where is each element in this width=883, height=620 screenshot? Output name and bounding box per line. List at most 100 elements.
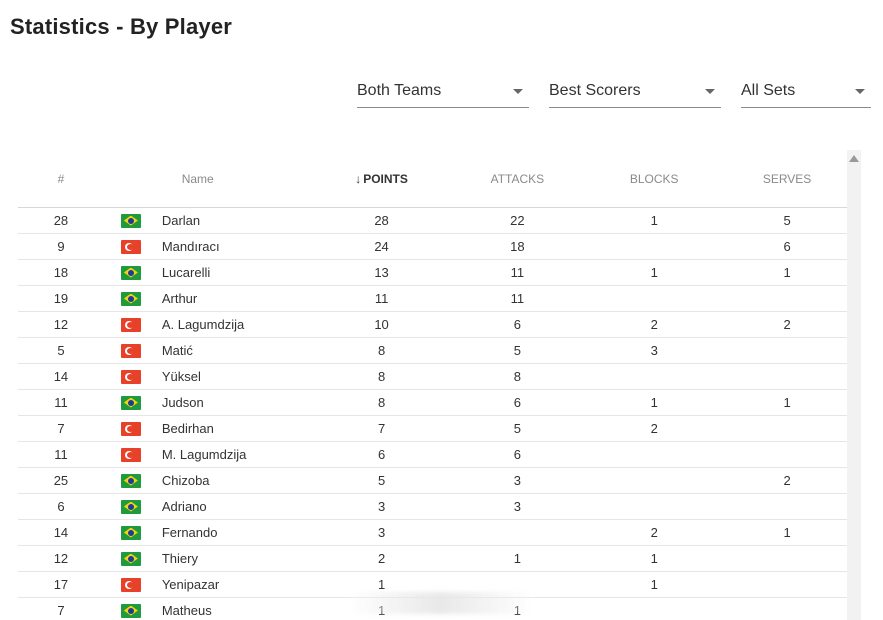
- flag-cell: [104, 317, 158, 332]
- player-attacks: 6: [513, 317, 522, 332]
- player-points: 28: [374, 213, 389, 228]
- turkey-flag-icon: [120, 343, 141, 358]
- brazil-flag-icon: [120, 291, 141, 306]
- player-attacks: 22: [510, 213, 525, 228]
- header-points-label: POINTS: [363, 171, 408, 186]
- player-name[interactable]: Chizoba: [161, 473, 210, 488]
- player-name[interactable]: Bedirhan: [161, 421, 214, 436]
- player-number: 17: [53, 577, 69, 592]
- team-filter-dropdown[interactable]: Both Teams: [357, 78, 529, 108]
- stat-type-filter-label: Best Scorers: [549, 82, 641, 99]
- player-name[interactable]: Judson: [161, 395, 204, 410]
- turkey-flag-icon: [120, 447, 141, 462]
- player-attacks: 1: [513, 551, 522, 566]
- header-name[interactable]: Name: [181, 171, 214, 186]
- player-blocks: 2: [650, 421, 658, 436]
- turkey-flag-icon: [120, 369, 141, 384]
- player-name[interactable]: Yenipazar: [161, 577, 220, 592]
- player-attacks: 11: [510, 291, 525, 306]
- player-name[interactable]: A. Lagumdzija: [161, 317, 245, 332]
- table-row[interactable]: 12 A. Lagumdzija 10 6 2 2: [18, 312, 847, 338]
- player-points: 5: [377, 473, 386, 488]
- player-blocks: 2: [650, 317, 658, 332]
- scroll-up-arrow-icon[interactable]: [849, 155, 859, 162]
- player-attacks: 6: [513, 395, 522, 410]
- flag-cell: [104, 395, 158, 410]
- table-row[interactable]: 12 Thiery 2 1 1: [18, 546, 847, 572]
- brazil-flag-icon: [120, 525, 141, 540]
- flag-cell: [104, 577, 158, 592]
- player-attacks: 5: [513, 343, 522, 358]
- player-number: 12: [53, 317, 69, 332]
- chevron-down-icon: [705, 89, 715, 94]
- table-row[interactable]: 6 Adriano 3 3: [18, 494, 847, 520]
- turkey-flag-icon: [120, 421, 141, 436]
- player-name[interactable]: M. Lagumdzija: [161, 447, 247, 462]
- player-number: 19: [53, 291, 69, 306]
- player-points: 3: [377, 525, 386, 540]
- player-attacks: 3: [513, 473, 522, 488]
- player-points: 13: [374, 265, 389, 280]
- player-blocks: 1: [650, 551, 658, 566]
- player-name[interactable]: Darlan: [161, 213, 201, 228]
- player-number: 7: [57, 603, 65, 618]
- player-blocks: 3: [650, 343, 658, 358]
- brazil-flag-icon: [120, 473, 141, 488]
- player-name[interactable]: Arthur: [161, 291, 198, 306]
- flag-cell: [104, 239, 158, 254]
- set-filter-dropdown[interactable]: All Sets: [741, 78, 871, 108]
- stat-type-filter-dropdown[interactable]: Best Scorers: [549, 78, 721, 108]
- player-name[interactable]: Matić: [161, 343, 193, 358]
- brazil-flag-icon: [120, 213, 141, 228]
- table-row[interactable]: 14 Fernando 3 2 1: [18, 520, 847, 546]
- player-name[interactable]: Thiery: [161, 551, 198, 566]
- player-number: 12: [53, 551, 69, 566]
- player-name[interactable]: Fernando: [161, 525, 218, 540]
- turkey-flag-icon: [120, 317, 141, 332]
- player-points: 1: [377, 577, 386, 592]
- player-attacks: 5: [513, 421, 522, 436]
- header-number[interactable]: #: [57, 171, 65, 186]
- turkey-flag-icon: [120, 577, 141, 592]
- table-row[interactable]: 11 Judson 8 6 1 1: [18, 390, 847, 416]
- header-attacks[interactable]: ATTACKS: [490, 171, 545, 186]
- player-blocks: 1: [650, 395, 658, 410]
- scroll-loading-overlay: [348, 592, 533, 614]
- table-row[interactable]: 28 Darlan 28 22 1 5: [18, 208, 847, 234]
- header-blocks[interactable]: BLOCKS: [629, 171, 679, 186]
- table-row[interactable]: 5 Matić 8 5 3: [18, 338, 847, 364]
- player-name[interactable]: Yüksel: [161, 369, 201, 384]
- team-filter-label: Both Teams: [357, 82, 442, 99]
- player-points: 7: [377, 421, 386, 436]
- header-serves[interactable]: SERVES: [762, 171, 812, 186]
- table-row[interactable]: 14 Yüksel 8 8: [18, 364, 847, 390]
- player-number: 11: [54, 447, 68, 462]
- filter-bar: Both Teams Best Scorers All Sets: [357, 78, 871, 108]
- flag-cell: [104, 343, 158, 358]
- header-points[interactable]: ↓ POINTS: [310, 172, 454, 186]
- table-row[interactable]: 25 Chizoba 5 3 2: [18, 468, 847, 494]
- table-body: 28 Darlan 28 22 1 5 9 Mandıracı 24 18 6 18 Lucarelli…: [18, 208, 847, 620]
- scrollbar[interactable]: [847, 150, 861, 620]
- player-name[interactable]: Adriano: [161, 499, 207, 514]
- player-number: 6: [57, 499, 65, 514]
- table-row[interactable]: 19 Arthur 11 11: [18, 286, 847, 312]
- turkey-flag-icon: [120, 239, 141, 254]
- player-number: 5: [57, 343, 65, 358]
- table-row[interactable]: 9 Mandıracı 24 18 6: [18, 234, 847, 260]
- table-row[interactable]: 18 Lucarelli 13 11 1 1: [18, 260, 847, 286]
- player-name[interactable]: Mandıracı: [161, 239, 220, 254]
- flag-cell: [104, 265, 158, 280]
- brazil-flag-icon: [120, 265, 141, 280]
- player-serves: 1: [783, 265, 791, 280]
- player-number: 11: [54, 395, 68, 410]
- table-row[interactable]: 11 M. Lagumdzija 6 6: [18, 442, 847, 468]
- flag-cell: [104, 473, 158, 488]
- player-attacks: 18: [510, 239, 525, 254]
- player-serves: 1: [783, 395, 791, 410]
- player-name[interactable]: Lucarelli: [161, 265, 211, 280]
- player-number: 14: [53, 369, 69, 384]
- player-name[interactable]: Matheus: [161, 603, 212, 618]
- table-row[interactable]: 7 Bedirhan 7 5 2: [18, 416, 847, 442]
- page-title: Statistics - By Player: [10, 14, 233, 39]
